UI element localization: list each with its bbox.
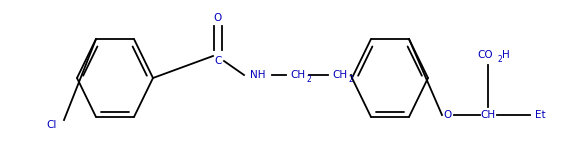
Text: 2: 2 bbox=[349, 75, 353, 84]
Text: 2: 2 bbox=[306, 75, 312, 84]
Text: C: C bbox=[214, 56, 222, 66]
Text: O: O bbox=[444, 110, 452, 120]
Text: 2: 2 bbox=[498, 56, 503, 65]
Text: H: H bbox=[502, 50, 510, 60]
Text: CH: CH bbox=[290, 70, 306, 80]
Text: CH: CH bbox=[481, 110, 496, 120]
Text: Et: Et bbox=[535, 110, 545, 120]
Text: NH: NH bbox=[250, 70, 266, 80]
Text: O: O bbox=[214, 13, 222, 23]
Text: CH: CH bbox=[332, 70, 347, 80]
Text: Cl: Cl bbox=[47, 120, 57, 130]
Text: CO: CO bbox=[477, 50, 493, 60]
